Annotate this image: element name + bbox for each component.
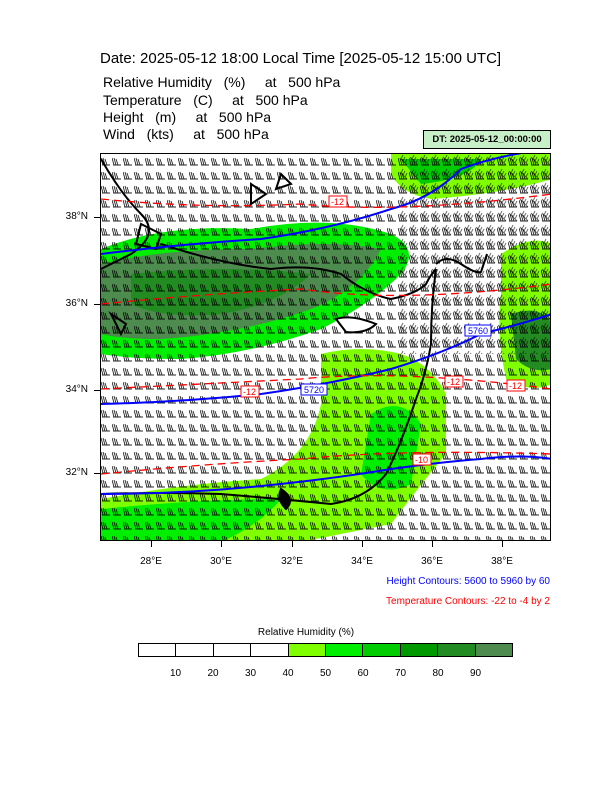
lon-tick (432, 541, 433, 547)
colorbar-label: 60 (357, 668, 369, 679)
temperature-contours (101, 193, 550, 475)
temperature-contours-legend: Temperature Contours: -22 to -4 by 2 (386, 596, 550, 607)
temp-label-3: -12 (447, 377, 460, 387)
lon-label-30e: 30°E (210, 556, 232, 567)
lat-tick (94, 390, 100, 391)
variable-line-temperature: Temperature (C) at 500 hPa (103, 92, 308, 108)
temp-label-5: -10 (415, 455, 428, 465)
colorbar-label: 40 (282, 668, 294, 679)
colorbar-box (326, 644, 364, 656)
colorbar-label: 10 (169, 668, 182, 679)
lat-label-34n: 34°N (65, 384, 88, 395)
colorbar-label: 80 (432, 668, 444, 679)
contour-labels: 5760 5720 -12 -12 -12 -12 -10 (240, 195, 526, 466)
lon-label-28e: 28°E (140, 556, 162, 567)
lat-tick (94, 473, 100, 474)
lat-label-32n: 32°N (65, 467, 88, 478)
lon-tick (151, 541, 152, 547)
colorbar (138, 643, 513, 657)
lon-tick (362, 541, 363, 547)
colorbar-box (213, 644, 252, 656)
colorbar-label: 30 (244, 668, 257, 679)
colorbar-title: Relative Humidity (%) (257, 627, 355, 638)
colorbar-box (176, 644, 214, 656)
height-contours (101, 154, 550, 495)
colorbar-box (288, 644, 327, 656)
lon-label-36e: 36°E (421, 556, 443, 567)
wind-barbs-ne (401, 154, 550, 354)
coastlines (101, 158, 488, 511)
colorbar-box (139, 644, 177, 656)
variable-line-wind: Wind (kts) at 500 hPa (103, 126, 269, 142)
temp-label-4: -12 (509, 381, 522, 391)
temp-label-1: -12 (331, 197, 344, 207)
height-label-5760: 5760 (468, 326, 488, 336)
plot-title: Date: 2025-05-12 18:00 Local Time [2025-… (100, 50, 502, 67)
lat-tick (94, 304, 100, 305)
colorbar-label: 70 (394, 668, 407, 679)
lon-label-34e: 34°E (351, 556, 373, 567)
colorbar-box (438, 644, 476, 656)
weather-map: 5760 5720 -12 -12 -12 -12 -10 (100, 153, 551, 541)
lon-label-38e: 38°E (491, 556, 513, 567)
height-contours-legend: Height Contours: 5600 to 5960 by 60 (386, 576, 550, 587)
variable-line-height: Height (m) at 500 hPa (103, 109, 272, 125)
lon-tick (502, 541, 503, 547)
dt-badge: DT: 2025-05-12_00:00:00 (423, 130, 551, 149)
lon-label-32e: 32°E (281, 556, 303, 567)
lon-tick (292, 541, 293, 547)
colorbar-label: 90 (469, 668, 482, 679)
lat-label-36n: 36°N (65, 298, 88, 309)
colorbar-label: 20 (207, 668, 219, 679)
lat-tick (94, 217, 100, 218)
colorbar-box (363, 644, 401, 656)
lon-tick (221, 541, 222, 547)
map-graphic: 5760 5720 -12 -12 -12 -12 -10 (101, 154, 550, 540)
colorbar-box (475, 644, 513, 656)
colorbar-label: 50 (319, 668, 332, 679)
temp-label-2: -12 (243, 387, 256, 397)
colorbar-box (251, 644, 289, 656)
height-label-5720: 5720 (304, 385, 324, 395)
variable-line-rh: Relative Humidity (%) at 500 hPa (103, 74, 341, 90)
colorbar-box (400, 644, 439, 656)
lat-label-38n: 38°N (65, 211, 88, 222)
